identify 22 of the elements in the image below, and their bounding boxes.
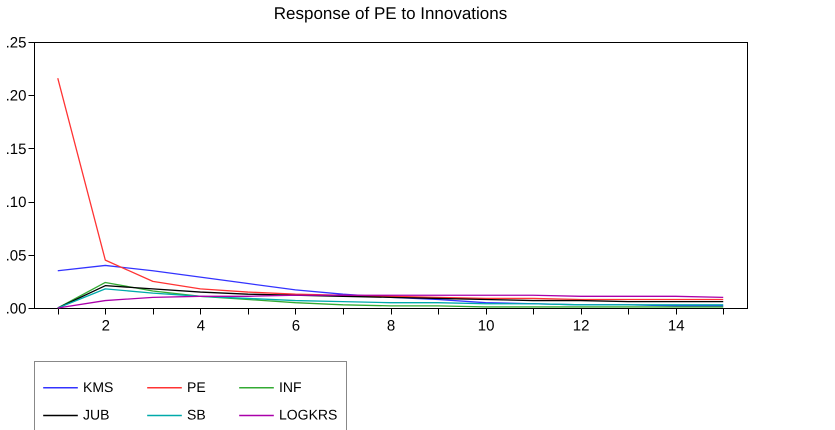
legend-label: LOGKRS bbox=[279, 406, 338, 422]
y-tick-label: .20 bbox=[6, 88, 26, 105]
y-tick-label: .00 bbox=[6, 300, 26, 318]
y-tick-label: .05 bbox=[6, 247, 26, 264]
x-tick-label: 14 bbox=[668, 318, 685, 334]
legend-label: INF bbox=[279, 378, 302, 395]
x-tick-label: 12 bbox=[572, 318, 590, 334]
line-series bbox=[57, 294, 724, 309]
x-tick-label: 6 bbox=[292, 318, 300, 334]
legend-label: JUB bbox=[83, 406, 110, 422]
x-tick-label: 8 bbox=[386, 318, 396, 334]
line-series bbox=[57, 78, 724, 300]
chart-title: Response of PE to Innovations bbox=[274, 4, 508, 23]
legend-label: PE bbox=[187, 378, 206, 395]
y-tick-label: .25 bbox=[6, 34, 26, 52]
x-tick-label: 4 bbox=[196, 318, 206, 334]
legend-label: SB bbox=[187, 406, 206, 422]
x-tick-label: 10 bbox=[478, 318, 494, 334]
x-tick-label: 2 bbox=[102, 318, 110, 334]
legend-label: KMS bbox=[83, 378, 114, 395]
y-tick-label: .10 bbox=[6, 194, 26, 212]
y-tick-label: .15 bbox=[6, 140, 26, 158]
